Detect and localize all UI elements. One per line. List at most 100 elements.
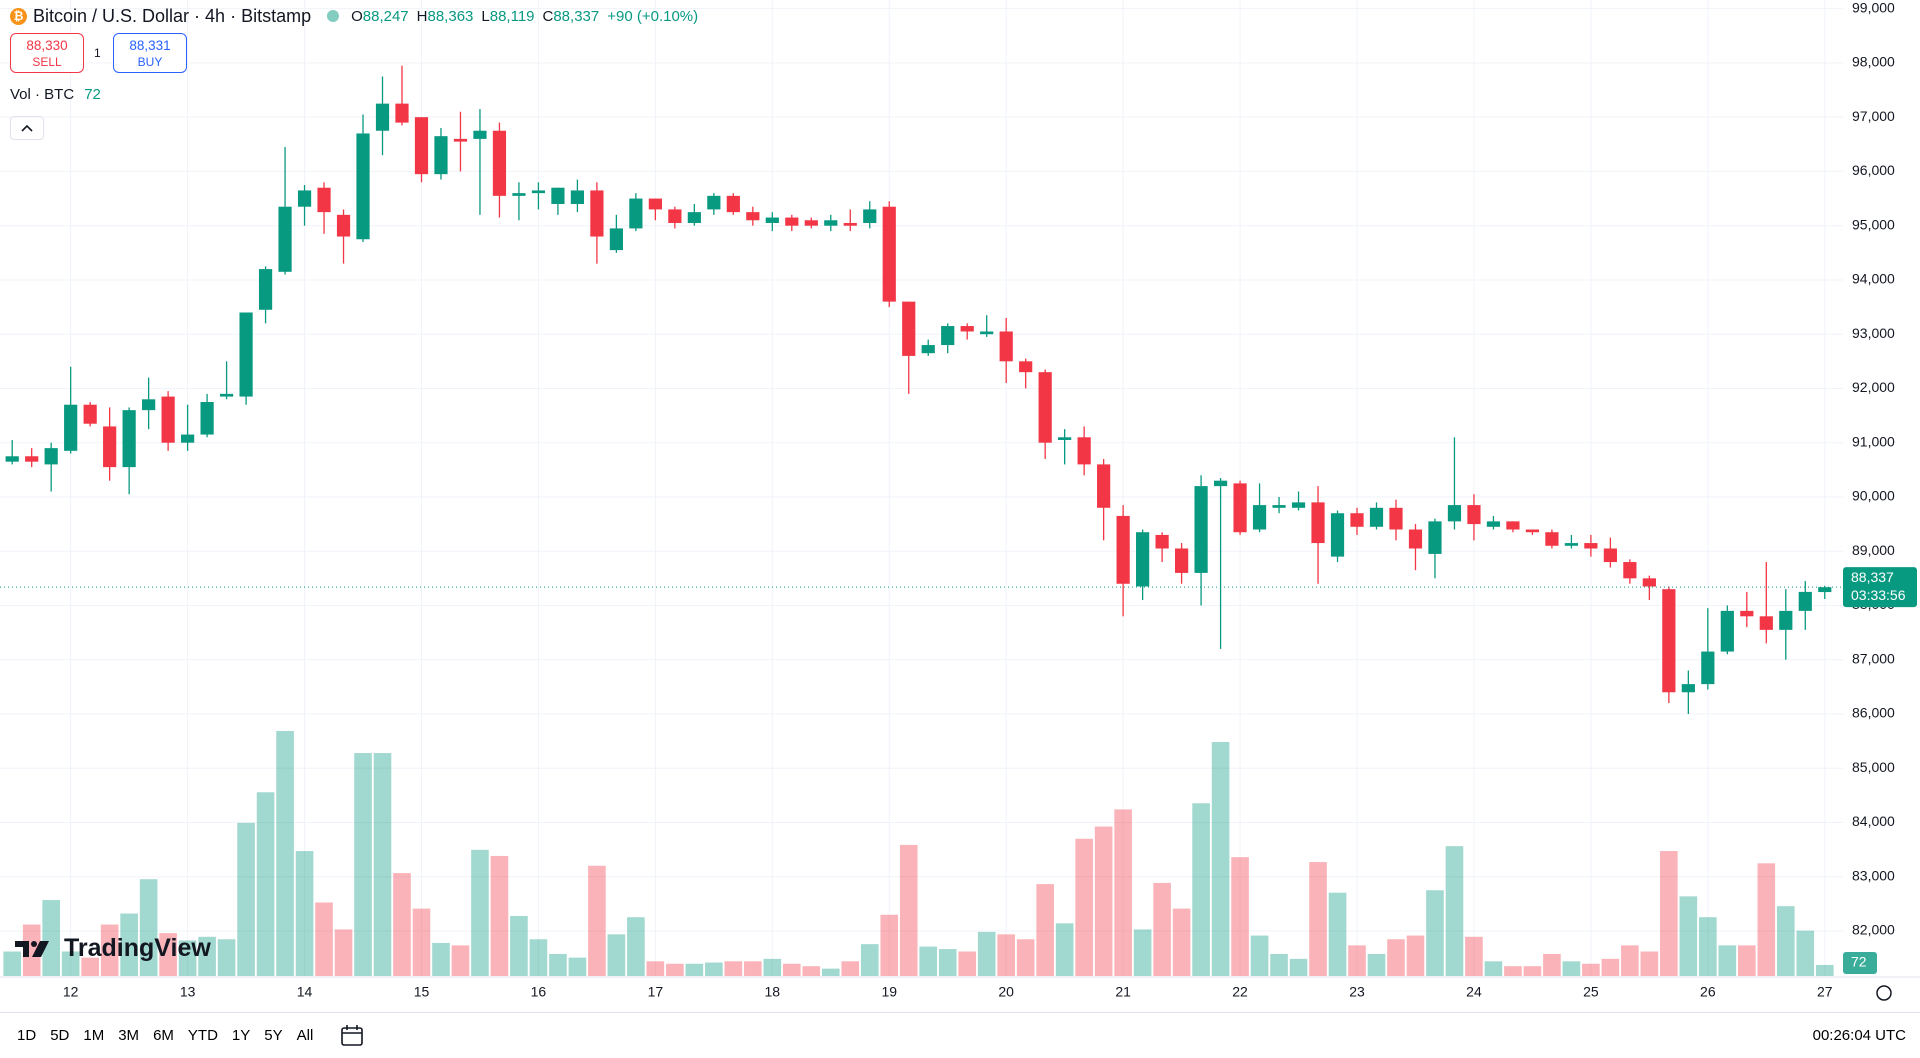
y-tick-label: 90,000 bbox=[1852, 488, 1895, 504]
last-price-box bbox=[1843, 567, 1917, 608]
candle-body bbox=[5, 456, 19, 462]
range-button[interactable]: 1Y bbox=[231, 1027, 251, 1044]
candle-body bbox=[181, 434, 195, 443]
volume-bar bbox=[412, 908, 431, 976]
y-tick-label: 89,000 bbox=[1852, 542, 1895, 558]
range-button[interactable]: 1M bbox=[83, 1027, 105, 1044]
volume-bar bbox=[237, 822, 255, 976]
volume-bar bbox=[1309, 862, 1327, 976]
volume-bar bbox=[1465, 936, 1483, 976]
candle-body bbox=[1447, 505, 1462, 522]
range-button[interactable]: 5Y bbox=[264, 1027, 283, 1044]
volume-bar bbox=[1055, 923, 1074, 976]
x-tick-label: 27 bbox=[1817, 984, 1833, 1000]
volume-bar bbox=[1757, 863, 1776, 976]
volume-bar bbox=[1621, 945, 1639, 976]
x-tick-label: 23 bbox=[1349, 984, 1365, 1000]
volume-bar bbox=[373, 753, 392, 976]
volume-bar bbox=[763, 958, 782, 976]
candle-body bbox=[1740, 610, 1754, 617]
candle-body bbox=[200, 402, 214, 435]
volume-bar bbox=[1815, 964, 1834, 976]
chart-title[interactable]: Bitcoin / U.S. Dollar · 4h · Bitstamp bbox=[33, 5, 312, 26]
candle-body bbox=[785, 217, 799, 226]
y-tick-label: 92,000 bbox=[1852, 379, 1895, 395]
volume-bar bbox=[744, 961, 762, 976]
y-tick-label: 84,000 bbox=[1852, 813, 1895, 829]
candle-body bbox=[687, 212, 701, 223]
candle-body bbox=[1720, 610, 1734, 652]
candle-body bbox=[668, 209, 682, 223]
candle-body bbox=[239, 312, 253, 397]
candle-body bbox=[375, 103, 390, 131]
candle-body bbox=[726, 195, 740, 213]
y-tick-label: 83,000 bbox=[1852, 867, 1895, 883]
volume-bar bbox=[607, 934, 626, 976]
volume-bar bbox=[627, 917, 645, 976]
candle-body bbox=[843, 222, 857, 226]
y-tick-label: 82,000 bbox=[1852, 922, 1895, 938]
sell-button[interactable]: 88,330 SELL bbox=[10, 33, 84, 73]
x-tick-label: 17 bbox=[648, 984, 664, 1000]
volume-bar bbox=[354, 753, 372, 976]
volume-bar bbox=[1562, 961, 1581, 976]
candle-body bbox=[142, 399, 156, 411]
candle-body bbox=[1779, 610, 1793, 630]
volume-bar bbox=[1776, 906, 1795, 976]
candle-body bbox=[1311, 502, 1325, 544]
candle-body bbox=[960, 326, 974, 332]
clock[interactable]: 00:26:04 UTC bbox=[1812, 1027, 1906, 1044]
volume-bar bbox=[295, 851, 314, 976]
volume-bar bbox=[217, 939, 236, 976]
candle-body bbox=[629, 198, 643, 229]
candle-body bbox=[1116, 515, 1130, 584]
range-button[interactable]: 3M bbox=[118, 1027, 140, 1044]
candle-body bbox=[1525, 529, 1540, 533]
volume-last: 72 bbox=[84, 86, 101, 103]
candle-body bbox=[1798, 591, 1812, 611]
candle-body bbox=[531, 190, 546, 194]
y-tick-label: 94,000 bbox=[1852, 271, 1895, 287]
settings-icon[interactable] bbox=[1876, 985, 1892, 1001]
volume-bar bbox=[393, 873, 411, 976]
volume-bar bbox=[81, 957, 99, 976]
volume-bar bbox=[490, 855, 509, 976]
buy-button[interactable]: 88,331 BUY bbox=[113, 33, 187, 73]
candle-body bbox=[297, 190, 312, 207]
range-button[interactable]: 6M bbox=[153, 1027, 174, 1044]
range-button[interactable]: 5D bbox=[50, 1027, 70, 1044]
volume-bar bbox=[198, 936, 216, 976]
volume-bar bbox=[938, 949, 957, 976]
candle-body bbox=[1486, 521, 1501, 527]
x-tick-label: 25 bbox=[1583, 984, 1599, 1000]
y-tick-label: 86,000 bbox=[1852, 705, 1895, 721]
volume-bar bbox=[432, 942, 450, 976]
range-button[interactable]: 1D bbox=[17, 1027, 37, 1044]
date-range-icon[interactable] bbox=[338, 1023, 368, 1049]
volume-bar bbox=[1718, 945, 1737, 976]
volume-bar bbox=[1660, 851, 1678, 976]
range-button[interactable]: YTD bbox=[187, 1027, 218, 1044]
candle-body bbox=[1701, 651, 1715, 685]
volume-bar bbox=[120, 913, 138, 976]
volume-bar bbox=[1406, 935, 1425, 976]
collapse-button[interactable] bbox=[10, 116, 44, 140]
last-price-label: 88,337 bbox=[1851, 569, 1894, 585]
volume-bar bbox=[1153, 882, 1171, 976]
candle-body bbox=[746, 212, 760, 221]
volume-bar bbox=[1211, 742, 1230, 976]
candle-body bbox=[1545, 532, 1559, 546]
candle-body bbox=[1350, 513, 1364, 527]
volume-bar bbox=[568, 957, 587, 976]
range-button[interactable]: All bbox=[296, 1027, 314, 1044]
volume-bar bbox=[1114, 809, 1132, 976]
buy-label: BUY bbox=[137, 55, 163, 69]
volume-bar bbox=[1679, 896, 1698, 976]
candle-body bbox=[1058, 437, 1072, 440]
volume-bar bbox=[1231, 857, 1249, 976]
candle-body bbox=[258, 269, 273, 310]
candle-body bbox=[1681, 684, 1695, 693]
volume-bar bbox=[1699, 917, 1717, 976]
volume-label-box bbox=[1843, 952, 1877, 974]
